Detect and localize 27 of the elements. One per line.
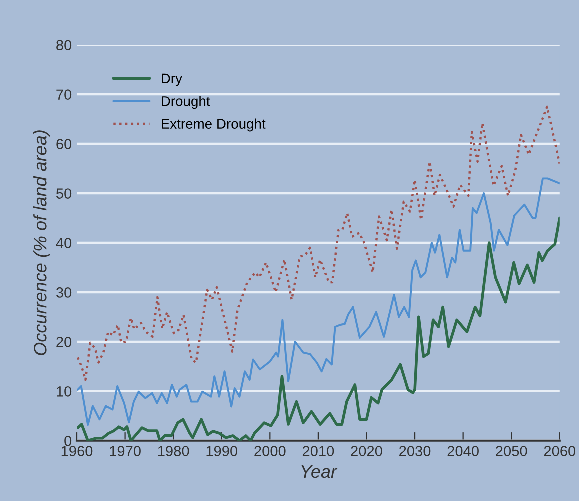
x-tick-label: 1970 xyxy=(110,446,141,456)
x-tick-label: 2020 xyxy=(351,446,382,456)
y-axis-title: Occurrence (% of land area) xyxy=(34,130,50,356)
line-series xyxy=(77,216,560,441)
x-tick-label: 1960 xyxy=(62,446,93,456)
y-tick-label: 60 xyxy=(56,139,72,150)
x-tick-label: 1990 xyxy=(206,446,238,456)
x-tick-label: 2050 xyxy=(496,446,528,456)
legend-label: Extreme Drought xyxy=(162,118,266,132)
legend-label: Dry xyxy=(162,74,182,86)
x-tick-label: 1980 xyxy=(158,446,190,456)
x-tick-label: 2040 xyxy=(448,446,479,456)
y-tick-label: 50 xyxy=(56,188,72,199)
y-tick-label: 40 xyxy=(56,238,72,248)
x-tick-label: 2000 xyxy=(254,446,286,456)
y-tick-label: 20 xyxy=(56,337,72,348)
y-tick-label: 80 xyxy=(56,40,72,51)
x-tick-label: 2030 xyxy=(400,446,431,456)
x-tick-label: 2060 xyxy=(544,446,576,456)
x-axis-title: Year xyxy=(302,466,338,478)
y-tick-label: 70 xyxy=(56,90,72,100)
y-tick-label: 10 xyxy=(57,386,72,397)
legend-label: Drought xyxy=(162,96,210,110)
x-tick-label: 2010 xyxy=(302,446,334,456)
y-tick-label: 0 xyxy=(64,436,72,446)
y-tick-label: 30 xyxy=(56,288,72,298)
line-series xyxy=(77,178,560,426)
